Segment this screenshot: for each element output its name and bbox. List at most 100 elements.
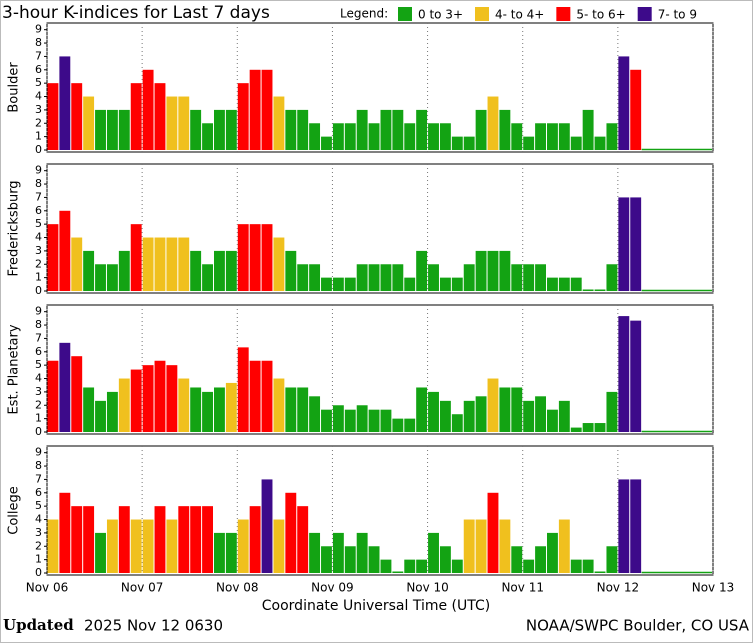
- bar: [249, 360, 261, 432]
- bar: [380, 559, 392, 573]
- bar: [428, 532, 439, 573]
- bar: [237, 224, 249, 291]
- bar: [558, 277, 570, 291]
- y-tick-label: 5: [35, 358, 42, 371]
- bar: [487, 250, 499, 291]
- bar: [47, 83, 59, 150]
- bar: [344, 409, 356, 432]
- bar: [166, 96, 178, 150]
- bar: [535, 264, 546, 291]
- bar: [380, 409, 392, 432]
- bar: [463, 519, 475, 573]
- bar: [273, 237, 285, 291]
- bar: [273, 96, 285, 150]
- bar: [225, 382, 237, 432]
- bar: [261, 479, 273, 573]
- bar: [83, 506, 95, 573]
- bar: [606, 123, 618, 150]
- bar: [428, 391, 439, 432]
- bar: [535, 546, 546, 573]
- y-tick-label: 0: [35, 143, 42, 156]
- bar: [428, 123, 439, 150]
- bar: [249, 69, 261, 150]
- bar: [225, 109, 237, 150]
- bar: [392, 109, 404, 150]
- bar: [71, 237, 83, 291]
- bar: [594, 423, 606, 432]
- bar: [47, 224, 59, 291]
- y-tick-label: 1: [35, 271, 42, 284]
- bar: [237, 347, 249, 432]
- bar: [570, 136, 582, 150]
- bar: [332, 277, 344, 291]
- credit: NOAA/SWPC Boulder, CO USA: [526, 617, 750, 635]
- x-axis-label: Coordinate Universal Time (UTC): [262, 598, 490, 614]
- bar: [523, 559, 535, 573]
- bar: [71, 356, 83, 432]
- bar: [297, 264, 309, 291]
- bar: [106, 109, 118, 150]
- bar: [214, 109, 225, 150]
- bar: [130, 519, 142, 573]
- bar: [511, 387, 523, 432]
- bar: [59, 210, 71, 291]
- y-tick-label: 0: [35, 566, 42, 579]
- bar: [130, 369, 142, 432]
- bar: [154, 506, 166, 573]
- bar: [475, 519, 487, 573]
- bar: [154, 360, 166, 432]
- y-tick-label: 1: [35, 412, 42, 425]
- bar: [261, 360, 273, 432]
- legend-label: 5- to 6+: [576, 8, 625, 22]
- y-tick-label: 7: [35, 49, 42, 62]
- bar: [202, 264, 213, 291]
- bar: [178, 96, 190, 150]
- y-tick-label: 7: [35, 190, 42, 203]
- bar: [190, 387, 202, 432]
- y-tick-label: 2: [35, 539, 42, 552]
- y-tick-label: 7: [35, 331, 42, 344]
- bar: [570, 427, 582, 432]
- bar: [285, 492, 297, 573]
- legend-label: 7- to 9: [658, 8, 697, 22]
- bar: [594, 136, 606, 150]
- bar: [582, 423, 594, 432]
- bar: [392, 418, 404, 432]
- x-tick-label: Nov 10: [406, 581, 449, 595]
- bar: [618, 197, 630, 291]
- bar: [285, 387, 297, 432]
- bar: [511, 546, 523, 573]
- bar: [130, 224, 142, 291]
- bar: [59, 342, 71, 432]
- bar: [439, 546, 451, 573]
- y-tick-label: 6: [35, 345, 42, 358]
- bar: [451, 414, 463, 432]
- bar: [535, 396, 546, 432]
- bar: [321, 277, 332, 291]
- x-tick-label: Nov 12: [597, 581, 640, 595]
- y-tick-label: 9: [35, 446, 42, 459]
- bar: [225, 532, 237, 573]
- bar: [214, 387, 225, 432]
- bar: [166, 237, 178, 291]
- bar: [606, 391, 618, 432]
- bar: [618, 479, 630, 573]
- x-tick-label: Nov 06: [26, 581, 69, 595]
- bar: [630, 320, 642, 432]
- bar: [273, 519, 285, 573]
- bar: [118, 506, 130, 573]
- bar: [416, 250, 428, 291]
- bar: [237, 83, 249, 150]
- bar: [47, 519, 59, 573]
- bar: [451, 277, 463, 291]
- bar: [570, 559, 582, 573]
- bar: [95, 264, 106, 291]
- y-tick-label: 7: [35, 472, 42, 485]
- y-tick-label: 4: [35, 231, 42, 244]
- bar: [356, 532, 368, 573]
- bar: [130, 83, 142, 150]
- bar: [59, 56, 71, 150]
- bar: [428, 264, 439, 291]
- y-tick-label: 3: [35, 244, 42, 257]
- bar: [451, 136, 463, 150]
